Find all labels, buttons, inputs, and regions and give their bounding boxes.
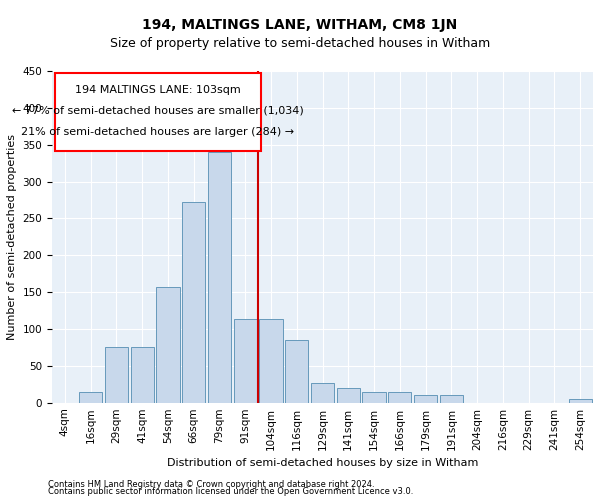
X-axis label: Distribution of semi-detached houses by size in Witham: Distribution of semi-detached houses by … [167,458,478,468]
Bar [131,348,154,403]
Bar [337,388,360,402]
Bar [388,392,412,402]
Bar [440,394,463,402]
Bar [414,394,437,402]
Bar [208,152,231,403]
Bar [233,320,257,402]
Text: Contains public sector information licensed under the Open Government Licence v3: Contains public sector information licen… [48,487,413,496]
Bar [105,348,128,403]
Bar [362,392,386,402]
Text: Size of property relative to semi-detached houses in Witham: Size of property relative to semi-detach… [110,38,490,51]
Bar [285,340,308,402]
Text: ← 77% of semi-detached houses are smaller (1,034): ← 77% of semi-detached houses are smalle… [12,106,304,116]
Bar [311,383,334,402]
Y-axis label: Number of semi-detached properties: Number of semi-detached properties [7,134,17,340]
Text: 194, MALTINGS LANE, WITHAM, CM8 1JN: 194, MALTINGS LANE, WITHAM, CM8 1JN [142,18,458,32]
Bar [182,202,205,402]
Bar [569,399,592,402]
Text: Contains HM Land Registry data © Crown copyright and database right 2024.: Contains HM Land Registry data © Crown c… [48,480,374,489]
Bar [259,320,283,402]
Text: 21% of semi-detached houses are larger (284) →: 21% of semi-detached houses are larger (… [22,127,295,137]
Bar [79,392,102,402]
Text: 194 MALTINGS LANE: 103sqm: 194 MALTINGS LANE: 103sqm [75,85,241,95]
Bar [157,287,179,403]
